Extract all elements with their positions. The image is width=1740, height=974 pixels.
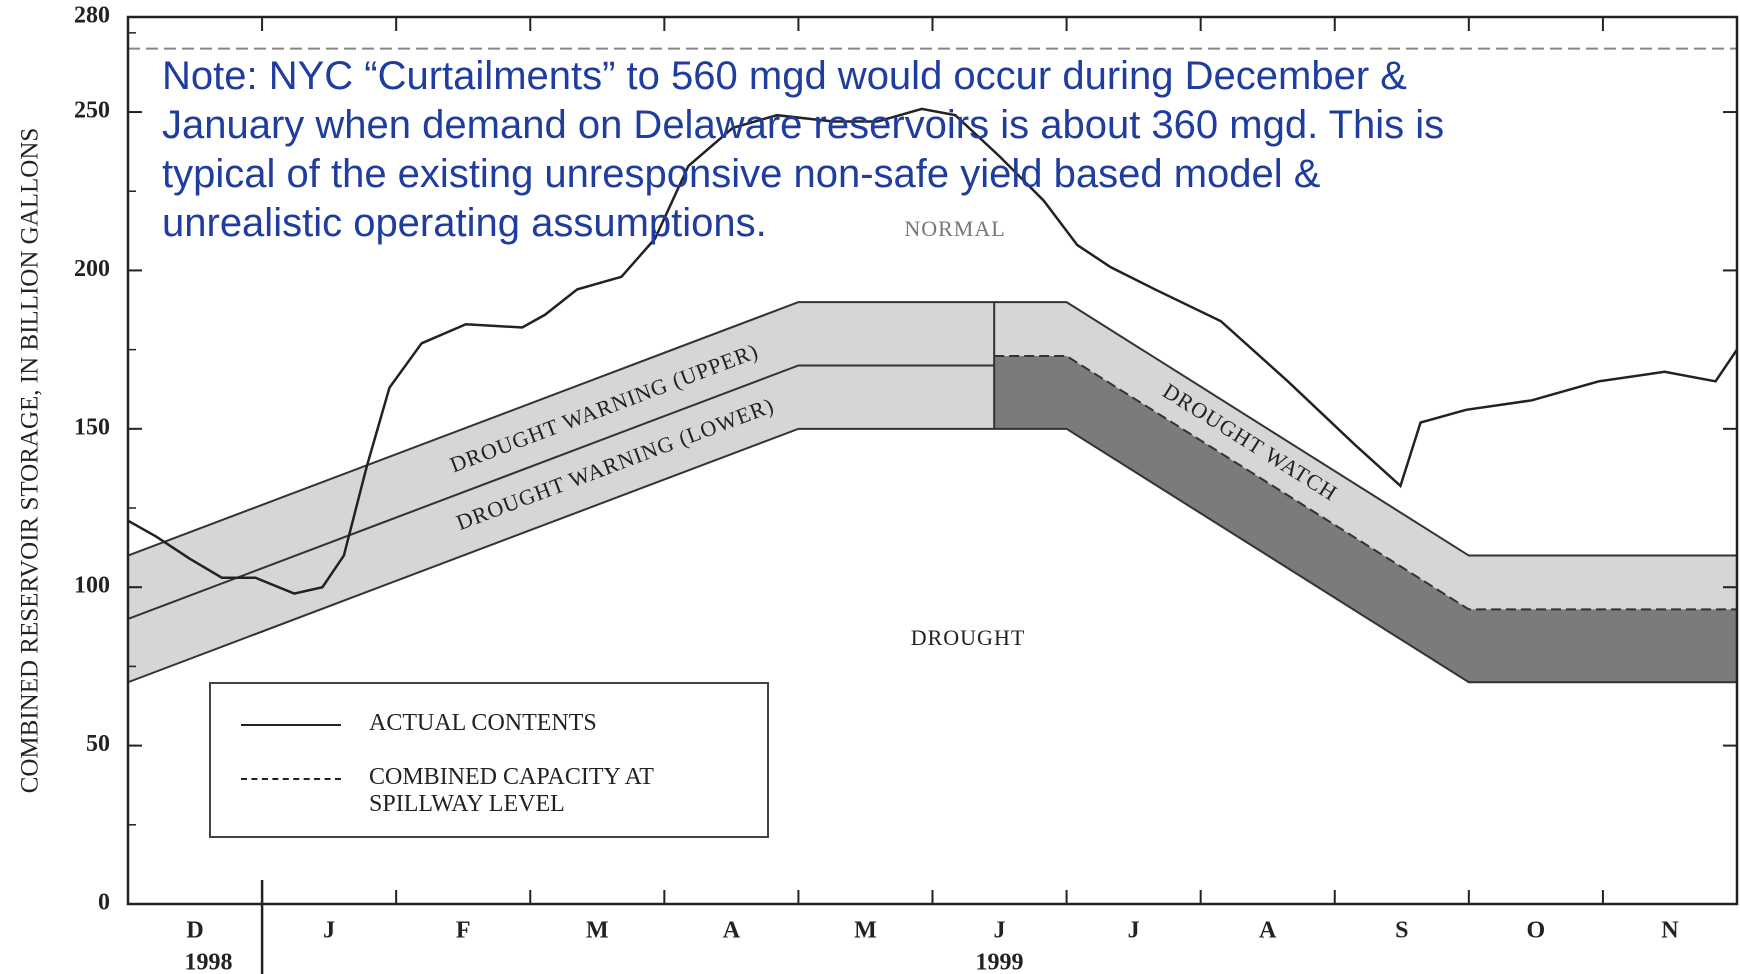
legend-swatch [241, 778, 341, 780]
zone-boundary [127, 427, 1737, 684]
x-tick-label: A [723, 918, 741, 944]
x-tick-label: D [186, 918, 203, 944]
legend-label: ACTUAL CONTENTS [369, 710, 597, 736]
x-tick-label: F [456, 918, 471, 944]
note-line: unrealistic operating assumptions. [162, 201, 767, 245]
note-line: typical of the existing unresponsive non… [162, 152, 1321, 196]
legend-label: COMBINED CAPACITY AT SPILLWAY LEVEL [369, 764, 654, 817]
zone-boundary [994, 354, 1737, 611]
x-tick-label: J [994, 918, 1006, 944]
legend-swatch [241, 724, 341, 726]
annotation: NORMAL [904, 216, 1005, 241]
x-tick-label: A [1259, 918, 1277, 944]
annotation: DROUGHT [911, 625, 1026, 650]
y-tick-label: 50 [86, 731, 110, 757]
y-axis-label: COMBINED RESERVOIR STORAGE, IN BILLION G… [17, 128, 44, 794]
x-tick-label: O [1527, 918, 1546, 944]
zone-boundary [127, 364, 995, 620]
y-tick-label: 250 [74, 98, 110, 124]
note: Note: NYC “Curtailments” to 560 mgd woul… [162, 52, 1722, 248]
note-line: Note: NYC “Curtailments” to 560 mgd woul… [162, 54, 1407, 98]
x-tick-label: M [854, 918, 877, 944]
x-tick-label: S [1395, 918, 1408, 944]
year-label: 1998 [184, 950, 232, 974]
x-tick-label: J [323, 918, 335, 944]
note-line: January when demand on Delaware reservoi… [162, 103, 1445, 147]
legend: ACTUAL CONTENTS COMBINED CAPACITY AT SPI… [209, 682, 769, 838]
y-tick-label: 0 [98, 890, 110, 916]
y-tick-label: 150 [74, 414, 110, 440]
x-tick-label: M [586, 918, 609, 944]
y-tick-label: 200 [74, 256, 110, 282]
x-tick-label: N [1661, 918, 1679, 944]
series-line [127, 107, 1739, 595]
year-label: 1999 [976, 950, 1024, 974]
zone-boundary [127, 301, 1737, 557]
y-tick-label: 100 [74, 573, 110, 599]
x-tick-label: J [1128, 918, 1140, 944]
band-fill-dark [994, 355, 1737, 683]
y-tick-label: 280 [74, 3, 110, 29]
